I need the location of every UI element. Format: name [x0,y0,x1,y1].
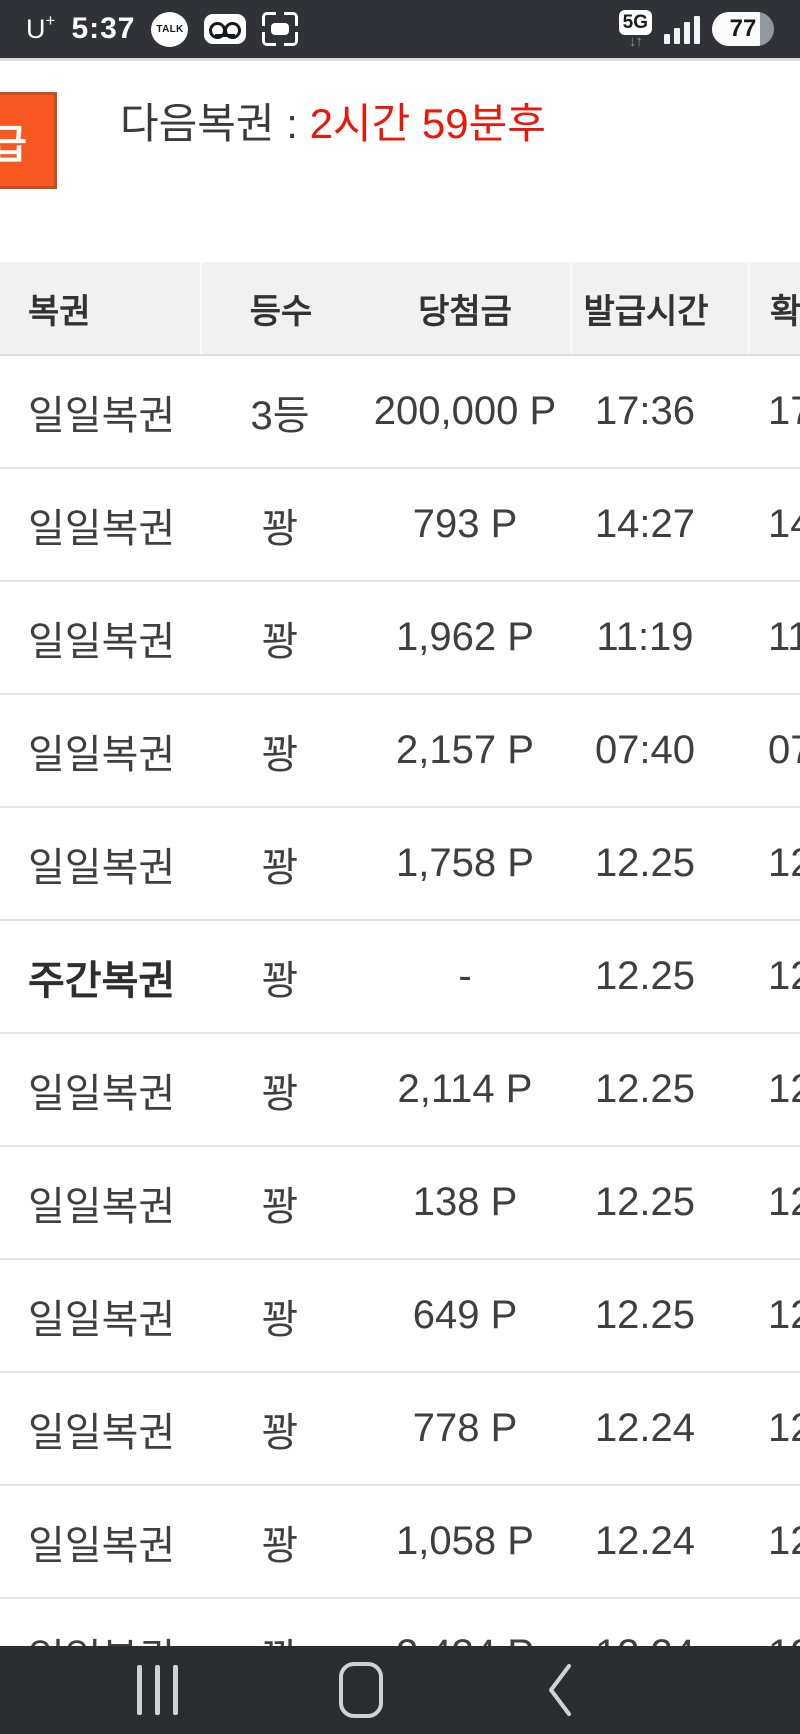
cell-prize: 200,000 P [373,389,557,433]
cell-confirmed: 12.25 [768,1180,800,1224]
table-row: 일일복권 꽝 1,058 P 12.24 12.24 [0,1486,800,1599]
cell-rank: 꽝 [261,619,299,664]
cell-confirmed: 07:40 [768,728,800,772]
cell-prize: 1,058 P [396,1519,534,1563]
cell-prize: - [458,954,472,998]
cell-issued: 12.24 [594,1519,696,1563]
screenshot-icon [262,12,299,46]
issue-tab-label: 급 [0,122,27,167]
table-header: 복권 등수 당첨금 발급시간 확인시간 [0,262,800,356]
lottery-history-table: 복권 등수 당첨금 발급시간 확인시간 일일복권 3등 200,000 P 17… [0,262,800,1712]
cell-issued: 14:27 [594,502,696,546]
cell-prize: 1,962 P [396,615,534,659]
cell-issued: 12.25 [594,1293,696,1337]
cell-rank: 3등 [250,393,310,438]
status-bar: U+ 5:37 TALK 5G ↓↑ 77 [0,0,800,58]
cell-lottery: 일일복권 [28,1410,176,1455]
table-body: 일일복권 3등 200,000 P 17:36 17:36 일일복권 꽝 793… [0,356,800,1712]
table-row: 일일복권 꽝 138 P 12.25 12.25 [0,1147,800,1260]
status-bar-left: U+ 5:37 TALK [26,11,299,47]
table-row: 일일복권 꽝 2,157 P 07:40 07:40 [0,695,800,808]
battery-percent: 77 [729,15,757,42]
col-header-prize: 당첨금 [418,292,512,331]
carrier-label: U+ [26,11,56,44]
col-header-lottery: 복권 [28,292,91,331]
countdown-prefix: 다음복권 : [120,100,310,147]
cell-rank: 꽝 [261,1297,299,1342]
cell-issued: 17:36 [594,389,696,433]
countdown-time: 2시간 59분후 [309,100,546,147]
cell-issued: 12.25 [594,1067,696,1111]
cell-prize: 778 P [412,1406,518,1450]
cell-issued: 12.24 [594,1406,696,1450]
table-row: 주간복권 꽝 - 12.25 12.25 [0,921,800,1034]
cell-lottery: 일일복권 [28,732,176,777]
col-header-confirmed: 확인시간 [748,262,800,354]
cell-prize: 793 P [412,502,518,546]
cell-confirmed: 12.25 [768,1067,800,1111]
cell-lottery: 일일복권 [28,506,176,551]
status-time: 5:37 [71,12,136,45]
5g-network-icon: 5G ↓↑ [618,9,652,49]
cell-rank: 꽝 [261,506,299,551]
issue-tab-button[interactable]: 급 [0,92,57,189]
cell-rank: 꽝 [261,1410,299,1455]
cell-confirmed: 11:19 [768,615,800,659]
back-icon[interactable] [545,1662,575,1723]
cell-prize: 649 P [412,1293,518,1337]
col-header-issued: 발급시간 [570,262,748,354]
battery-icon: 77 [712,12,774,46]
cell-rank: 꽝 [261,958,299,1003]
cell-confirmed: 12.24 [768,1519,800,1563]
table-row: 일일복권 3등 200,000 P 17:36 17:36 [0,356,800,469]
cell-rank: 꽝 [261,1184,299,1229]
cell-confirmed: 12.25 [768,841,800,885]
cell-issued: 07:40 [594,728,696,772]
cell-prize: 2,157 P [396,728,534,772]
table-row: 일일복권 꽝 2,114 P 12.25 12.25 [0,1034,800,1147]
cell-rank: 꽝 [261,1523,299,1568]
cell-lottery: 일일복권 [28,845,176,890]
cell-lottery: 일일복권 [28,393,176,438]
voicemail-icon [204,14,247,44]
table-row: 일일복권 꽝 778 P 12.24 12.24 [0,1373,800,1486]
cell-confirmed: 17:36 [768,389,800,433]
status-bar-right: 5G ↓↑ 77 [618,9,774,49]
next-lottery-countdown: 다음복권 : 2시간 59분후 [120,98,546,150]
cell-prize: 138 P [412,1180,518,1224]
cell-confirmed: 12.25 [768,1293,800,1337]
table-row: 일일복권 꽝 793 P 14:27 14:27 [0,469,800,582]
table-row: 일일복권 꽝 1,962 P 11:19 11:19 [0,582,800,695]
kakaotalk-icon: TALK [151,11,189,47]
android-nav-bar [0,1646,800,1734]
cell-prize: 2,114 P [397,1067,533,1111]
cell-confirmed: 14:27 [768,502,800,546]
cell-confirmed: 12.24 [768,1406,800,1450]
recents-icon[interactable] [137,1665,178,1715]
cell-issued: 12.25 [594,954,696,998]
table-row: 일일복권 꽝 1,758 P 12.25 12.25 [0,808,800,921]
table-row: 일일복권 꽝 649 P 12.25 12.25 [0,1260,800,1373]
home-icon[interactable] [339,1662,383,1718]
cell-rank: 꽝 [261,732,299,777]
cell-lottery: 일일복권 [28,1297,176,1342]
cell-rank: 꽝 [261,845,299,890]
cell-lottery: 일일복권 [28,1184,176,1229]
cell-lottery: 일일복권 [28,619,176,664]
cell-rank: 꽝 [261,1071,299,1116]
cell-prize: 1,758 P [396,841,534,885]
cell-issued: 12.25 [594,1180,696,1224]
col-header-rank: 등수 [200,262,360,354]
cell-confirmed: 12.25 [768,954,800,998]
cell-issued: 12.25 [594,841,696,885]
signal-strength-icon [664,14,700,44]
status-bar-divider [0,58,800,61]
cell-lottery: 주간복권 [28,958,176,1003]
cell-lottery: 일일복권 [28,1523,176,1568]
cell-issued: 11:19 [596,615,694,659]
cell-lottery: 일일복권 [28,1071,176,1116]
